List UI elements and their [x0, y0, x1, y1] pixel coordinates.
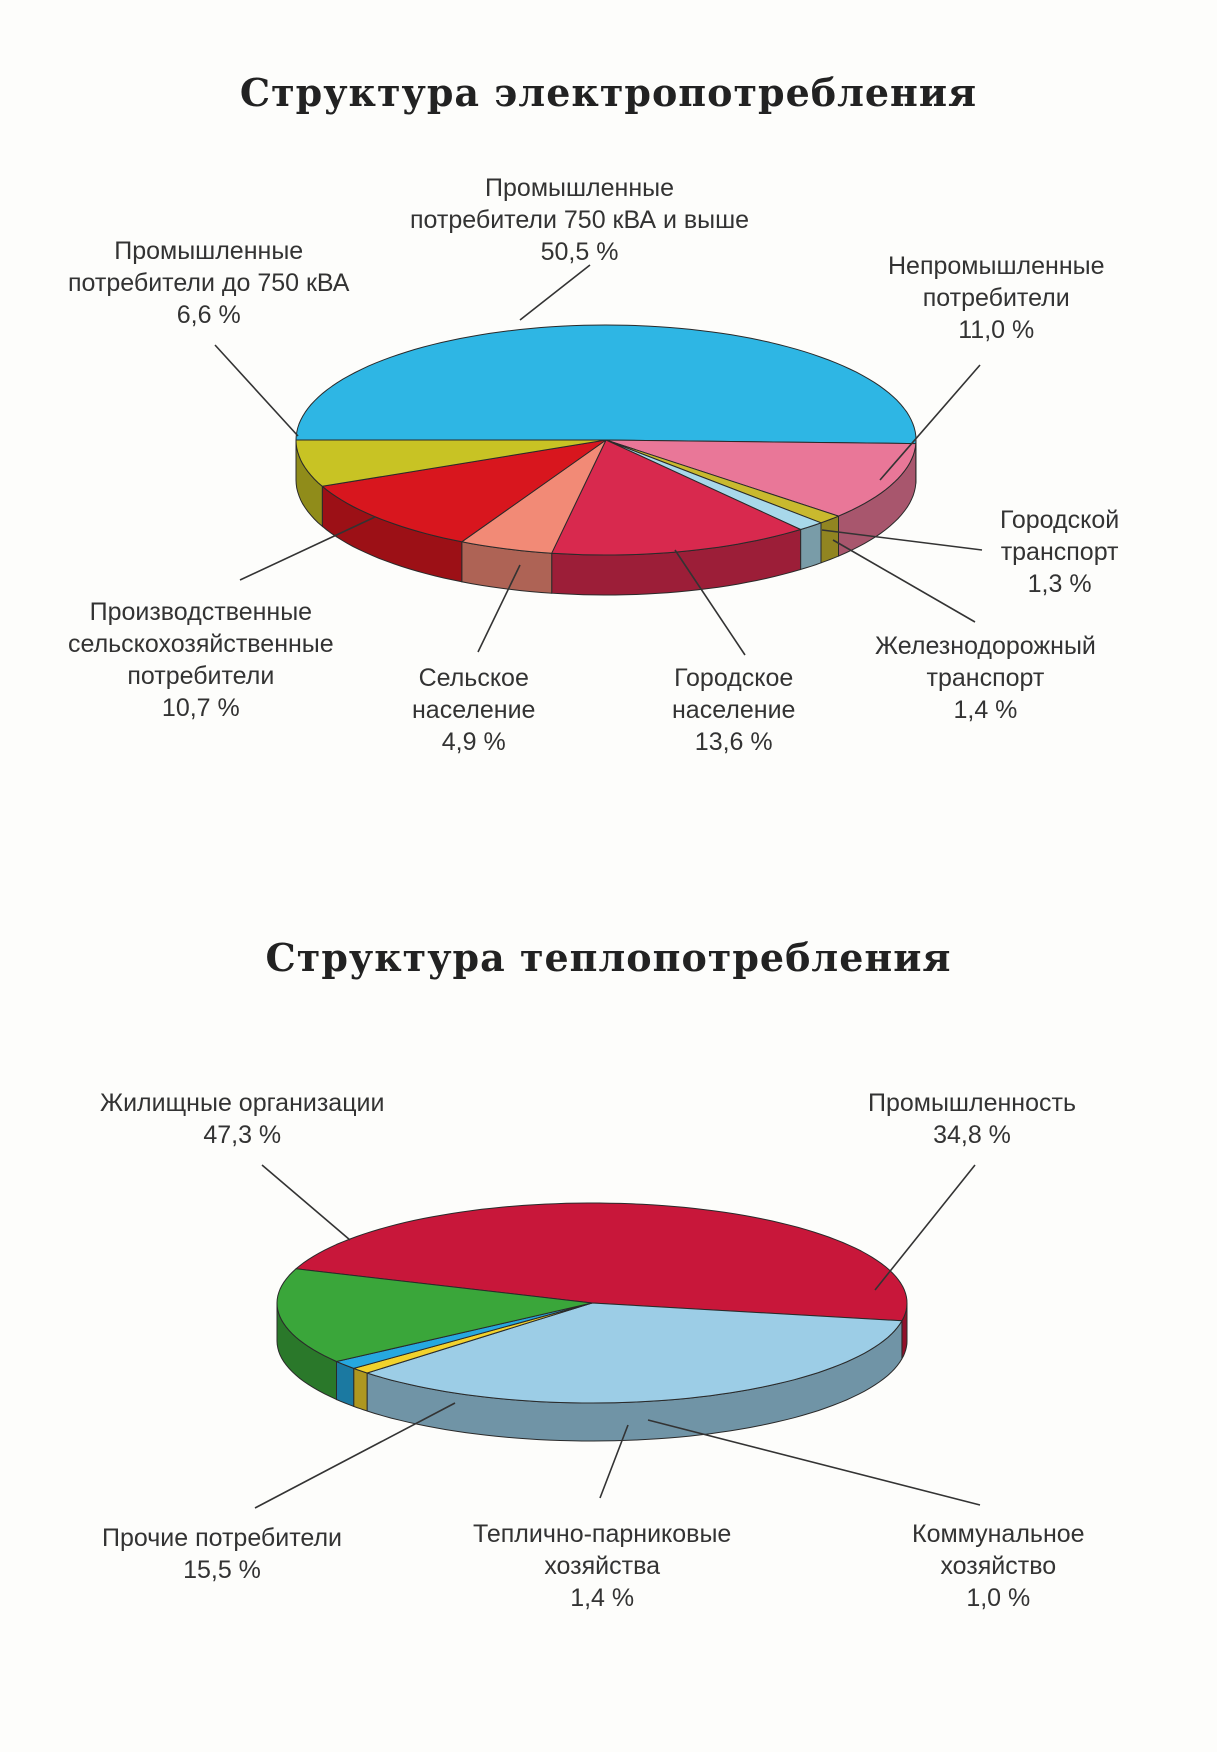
label-line: Промышленные [485, 174, 675, 202]
label-value: 11,0 % [958, 316, 1035, 344]
slice-side-коммунальное-хозяйство [353, 1367, 368, 1412]
slice-side-городской-транспорт [820, 515, 839, 564]
label-communal: Коммунальное хозяйство 1,0 % [912, 1518, 1085, 1614]
leader-line-сельское-население [477, 564, 521, 653]
label-line: Прочие потребители [102, 1524, 343, 1552]
label-value: 13,6 % [694, 728, 773, 756]
slice-сельское-население [461, 439, 607, 554]
pie-tops [295, 324, 917, 556]
label-line: хозяйства [544, 1552, 660, 1580]
leader-lines [254, 1164, 981, 1509]
label-line: Промышленные [114, 237, 304, 265]
slice-side-железнодорожный-транспорт [800, 522, 822, 571]
leader-line-промышленные-потребители-750-ква-и-выше [519, 264, 591, 321]
slice-прочие-потребители [276, 1268, 593, 1362]
label-line: Жилищные организации [100, 1089, 385, 1117]
pie-tops [276, 1202, 908, 1404]
label-line: сельскохозяйственные [68, 630, 334, 658]
label-industrial-under-750: Промышленные потребители до 750 кВА 6,6 … [68, 235, 349, 331]
electricity-chart-title: Структура электропотребления [239, 70, 978, 115]
label-line: транспорт [926, 664, 1045, 692]
label-line: Коммунальное [912, 1520, 1085, 1548]
label-line: потребители 750 кВА и выше [410, 206, 750, 234]
label-line: Городской [1000, 506, 1120, 534]
label-value: 10,7 % [161, 694, 240, 722]
label-value: 1,3 % [1027, 570, 1092, 598]
label-line: Железнодорожный [875, 632, 1096, 660]
leader-line-прочие-потребители [254, 1402, 456, 1509]
slice-непромышленные-потребители [605, 439, 917, 517]
label-rural-population: Сельское население 4,9 % [412, 662, 535, 758]
label-industry: Промышленность 34,8 % [868, 1087, 1076, 1151]
slice-промышленные-потребители-750-ква-и-выше [295, 324, 917, 445]
leader-line-производственные-сельскохозяйственные-потребители [239, 516, 376, 581]
label-line: Производственные [89, 598, 313, 626]
label-agricultural: Производственные сельскохозяйственные по… [68, 596, 334, 724]
slice-жилищные-организации [295, 1202, 908, 1322]
label-industrial-750-plus: Промышленные потребители 750 кВА и выше … [410, 172, 749, 268]
label-urban-population: Городское население 13,6 % [672, 662, 795, 758]
label-line: хозяйство [940, 1552, 1057, 1580]
label-line: население [672, 696, 796, 724]
label-value: 47,3 % [203, 1121, 282, 1149]
leader-lines [214, 264, 983, 656]
pie-chart-1 [214, 264, 983, 656]
label-value: 6,6 % [176, 301, 241, 329]
label-line: население [412, 696, 536, 724]
slice-городское-население [551, 439, 802, 556]
label-value: 15,5 % [183, 1556, 261, 1584]
slice-side-теплично-парниковые-хозяйства [336, 1360, 355, 1408]
label-line: Теплично-парниковые [473, 1520, 732, 1548]
slice-промышленность [366, 1302, 903, 1404]
label-line: Городское [674, 664, 794, 692]
label-line: потребители до 750 кВА [68, 269, 350, 297]
label-value: 4,9 % [441, 728, 506, 756]
leader-line-теплично-парниковые-хозяйства [599, 1424, 629, 1499]
label-city-transport: Городской транспорт 1,3 % [1000, 504, 1119, 600]
leader-line-жилищные-организации [261, 1164, 351, 1241]
label-value: 50,5 % [540, 238, 619, 266]
label-line: Промышленность [868, 1089, 1076, 1117]
leader-line-коммунальное-хозяйство [647, 1419, 981, 1506]
label-housing-organizations: Жилищные организации 47,3 % [100, 1087, 384, 1151]
leader-line-городское-население [674, 549, 746, 656]
label-line: Непромышленные [888, 252, 1105, 280]
leader-line-железнодорожный-транспорт [832, 539, 976, 623]
label-value: 1,4 % [953, 696, 1018, 724]
label-line: Сельское [418, 664, 529, 692]
label-other-consumers: Прочие потребители 15,5 % [102, 1522, 342, 1586]
slice-промышленные-потребители-до-750-ква [295, 439, 607, 487]
leader-line-городской-транспорт [821, 529, 983, 551]
label-value: 1,0 % [966, 1584, 1031, 1612]
heat-chart-title: Структура теплопотребления [265, 935, 952, 980]
label-value: 1,4 % [570, 1584, 635, 1612]
label-greenhouse: Теплично-парниковые хозяйства 1,4 % [473, 1518, 731, 1614]
label-value: 34,8 % [933, 1121, 1011, 1149]
label-line: транспорт [1000, 538, 1119, 566]
pie-sides [295, 439, 917, 596]
slice-производственные-сельскохозяйственные-потребители [321, 439, 607, 543]
leader-line-промышленные-потребители-до-750-ква [214, 344, 299, 437]
label-line: потребители [922, 284, 1070, 312]
leader-line-промышленность [874, 1164, 976, 1291]
label-line: потребители [127, 662, 275, 690]
leader-line-непромышленные-потребители [879, 364, 981, 481]
label-railway-transport: Железнодорожный транспорт 1,4 % [875, 630, 1096, 726]
pie-chart-2 [254, 1164, 981, 1509]
label-non-industrial: Непромышленные потребители 11,0 % [888, 250, 1105, 346]
